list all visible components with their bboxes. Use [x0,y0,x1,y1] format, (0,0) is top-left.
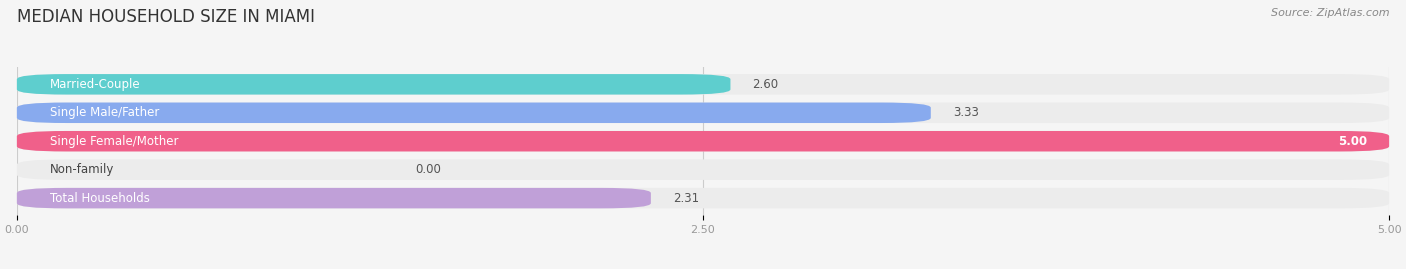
FancyBboxPatch shape [17,102,931,123]
Text: MEDIAN HOUSEHOLD SIZE IN MIAMI: MEDIAN HOUSEHOLD SIZE IN MIAMI [17,8,315,26]
Text: Non-family: Non-family [49,163,114,176]
Text: 0.00: 0.00 [415,163,440,176]
Text: Single Female/Mother: Single Female/Mother [49,135,179,148]
Text: Single Male/Father: Single Male/Father [49,106,159,119]
FancyBboxPatch shape [17,188,651,208]
Text: 2.60: 2.60 [752,78,779,91]
Text: 2.31: 2.31 [673,192,699,205]
FancyBboxPatch shape [17,160,1389,180]
Text: 3.33: 3.33 [953,106,979,119]
FancyBboxPatch shape [17,188,1389,208]
FancyBboxPatch shape [17,131,1389,151]
FancyBboxPatch shape [17,102,1389,123]
FancyBboxPatch shape [17,74,731,95]
FancyBboxPatch shape [17,74,1389,95]
Text: Married-Couple: Married-Couple [49,78,141,91]
FancyBboxPatch shape [17,131,1389,151]
Text: Total Households: Total Households [49,192,149,205]
Text: 5.00: 5.00 [1339,135,1367,148]
Text: Source: ZipAtlas.com: Source: ZipAtlas.com [1271,8,1389,18]
